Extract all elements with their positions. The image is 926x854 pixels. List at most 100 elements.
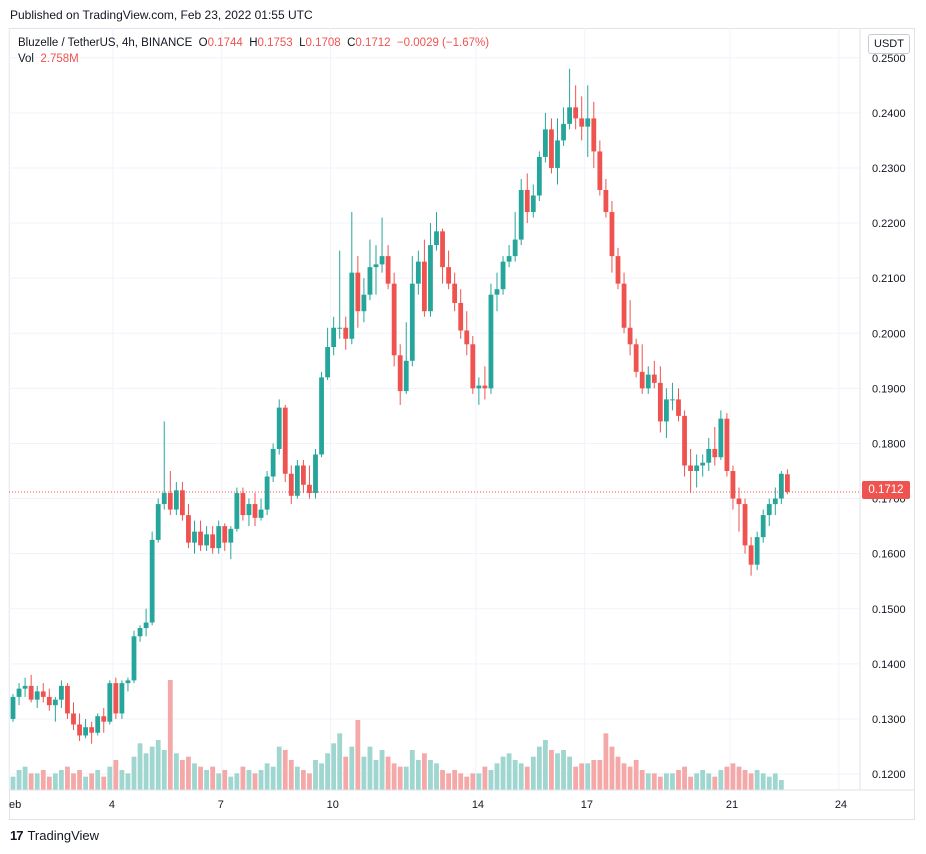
candle: [682, 410, 687, 477]
volume-bar: [282, 750, 288, 790]
volume-bar: [603, 733, 609, 790]
candle: [567, 68, 572, 130]
candle-body: [276, 407, 282, 449]
volume-bar: [772, 773, 778, 790]
candle: [409, 256, 415, 367]
volume-bar: [766, 776, 772, 790]
candle-body: [125, 680, 131, 684]
volume-bar: [240, 766, 246, 790]
candle: [325, 327, 330, 381]
candle: [518, 178, 524, 246]
candle-body: [543, 129, 548, 157]
candle: [549, 118, 554, 174]
candle-body: [167, 493, 173, 510]
candle-body: [664, 399, 669, 422]
volume-bar: [77, 770, 82, 790]
candle-body: [409, 283, 415, 361]
volume-bar: [246, 770, 252, 790]
volume-bar: [724, 766, 730, 790]
volume-bar: [760, 773, 766, 790]
volume-bar: [682, 766, 687, 790]
volume-bar: [446, 773, 451, 790]
volume-bar: [113, 760, 119, 790]
candle-body: [385, 256, 391, 284]
candle-body: [760, 515, 766, 538]
candle-body: [313, 454, 318, 494]
candle: [137, 625, 143, 642]
candle: [440, 228, 445, 284]
candle-body: [730, 471, 736, 499]
candle-body: [180, 490, 185, 516]
candle: [579, 96, 585, 141]
volume-bar: [452, 770, 458, 790]
candle: [95, 713, 101, 736]
candle: [355, 256, 361, 328]
volume-bar: [712, 776, 718, 790]
volume-bar: [518, 763, 524, 790]
candle: [651, 360, 657, 389]
volume-bar: [234, 773, 240, 790]
volume-bar: [204, 770, 209, 790]
candle: [301, 459, 306, 494]
candle-body: [288, 473, 294, 496]
volume-bar: [71, 773, 76, 790]
volume-bar: [458, 773, 464, 790]
volume-bar: [125, 773, 131, 790]
chart-legend: Bluzelle / TetherUS, 4h, BINANCE O0.1744…: [18, 35, 489, 67]
candle: [591, 101, 597, 168]
volume-bar: [379, 750, 385, 790]
candle-body: [579, 118, 585, 127]
candle: [319, 371, 324, 458]
candle: [415, 250, 421, 295]
candle: [676, 388, 681, 422]
legend-volume-row: Vol 2.758M: [18, 51, 489, 67]
volume-bars: [10, 680, 784, 790]
volume-bar: [355, 720, 361, 790]
candle: [458, 289, 464, 339]
candle-body: [597, 151, 603, 190]
currency-selector[interactable]: USDT: [868, 34, 910, 54]
candle-body: [633, 344, 639, 372]
candle-body: [772, 498, 778, 505]
legend-open-value: 0.1744: [207, 37, 243, 49]
candle-body: [567, 107, 572, 124]
candle-body: [77, 724, 82, 736]
price-tick-label: 0.2000: [872, 328, 906, 340]
volume-bar: [585, 763, 591, 790]
candle: [240, 487, 246, 521]
candle-body: [627, 327, 633, 345]
candle: [506, 245, 512, 268]
volume-bar: [488, 770, 494, 790]
volume-bar: [567, 756, 572, 790]
volume-bar: [325, 753, 330, 790]
volume-bar: [143, 753, 149, 790]
tradingview-brand[interactable]: 17 TradingView: [10, 828, 99, 843]
volume-bar: [778, 780, 784, 790]
volume-bar: [609, 746, 615, 790]
price-axis: 0.12000.13000.14000.15000.16000.17000.18…: [872, 53, 906, 781]
candle-body: [645, 374, 651, 389]
volume-bar: [494, 763, 500, 790]
candle-body: [349, 272, 355, 339]
volume-bar: [391, 763, 397, 790]
volume-bar: [621, 763, 627, 790]
candle: [536, 151, 542, 202]
candle-body: [512, 239, 518, 257]
volume-bar: [107, 766, 113, 790]
volume-bar: [216, 773, 222, 790]
legend-ohlc-row: Bluzelle / TetherUS, 4h, BINANCE O0.1744…: [18, 35, 489, 51]
volume-bar: [34, 773, 40, 790]
candle: [482, 366, 488, 400]
candle: [778, 471, 784, 505]
candle: [349, 212, 355, 345]
candle-body: [89, 727, 95, 733]
volume-bar: [670, 773, 675, 790]
candle: [155, 498, 161, 543]
candle: [724, 413, 730, 477]
candle-body: [228, 528, 234, 543]
volume-bar: [736, 766, 742, 790]
volume-bar: [198, 766, 203, 790]
candle-body: [325, 347, 330, 378]
volume-bar: [676, 770, 681, 790]
